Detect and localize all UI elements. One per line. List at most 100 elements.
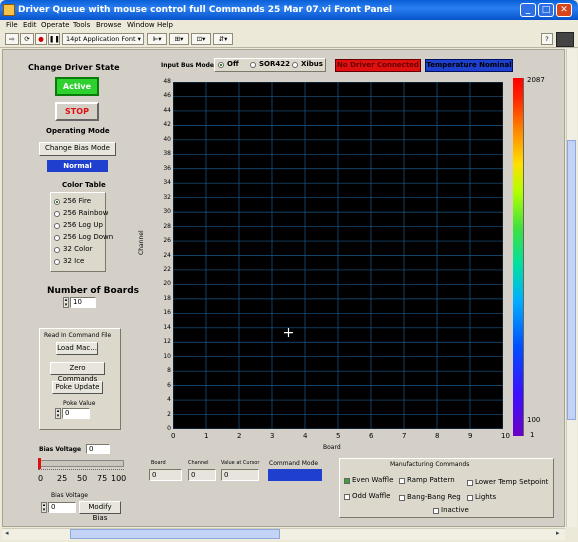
x-tick-label: 5 [336, 432, 341, 440]
menu-edit[interactable]: Edit [23, 21, 37, 29]
mfg-bang-bang-reg[interactable]: Bang-Bang Reg [399, 493, 461, 503]
command-mode-indicator: Normal [268, 469, 322, 481]
graph-cursor[interactable]: + [283, 325, 295, 341]
radio-icon [54, 259, 60, 265]
poke-update-button[interactable]: Poke Update [52, 381, 103, 394]
zero-commands-button[interactable]: Zero Commands [50, 362, 105, 383]
menu-file[interactable]: File [6, 21, 18, 29]
radio-icon [54, 223, 60, 229]
bias-voltage-slider-fill[interactable] [38, 458, 41, 469]
number-of-boards-stepper[interactable]: ▴ ▾ [63, 297, 69, 308]
slider-tick-25: 25 [57, 474, 68, 483]
bias-voltage-field[interactable]: 0 [86, 444, 110, 454]
distribute-objects-icon[interactable]: ⊞▾ [169, 33, 189, 45]
y-tick-label: 6 [167, 381, 171, 389]
menu-operate[interactable]: Operate [41, 21, 70, 29]
read-in-command-file-label: Read In Command File [44, 332, 112, 339]
y-tick-label: 12 [163, 338, 171, 346]
checkbox-icon [399, 478, 405, 484]
run-continuously-icon[interactable]: ⟳ [20, 33, 34, 45]
scroll-right-arrow-icon[interactable]: ▸ [556, 529, 560, 537]
close-button[interactable]: ✕ [556, 3, 572, 17]
menu-tools[interactable]: Tools [73, 21, 91, 29]
reorder-icon[interactable]: ⇵▾ [213, 33, 233, 45]
toolbar: ⇨ ⟳ ● ❚❚ 14pt Application Font ▾ ⊫▾ ⊞▾ ⊡… [0, 31, 578, 48]
title-bar[interactable]: Driver Queue with mouse control full Com… [0, 0, 578, 20]
active-button[interactable]: Active [55, 77, 99, 96]
poke-value-stepper[interactable]: ▴ ▾ [55, 408, 61, 419]
slider-ticks-line [38, 469, 124, 473]
bias-voltage2-stepper[interactable]: ▴ ▾ [41, 502, 47, 513]
maximize-button[interactable]: □ [538, 3, 554, 17]
channel-indicator: 0 [188, 469, 216, 481]
font-select[interactable]: 14pt Application Font ▾ [62, 33, 144, 45]
bus-option-sor422[interactable]: SOR422 [250, 60, 290, 70]
color-table-option-256-rainbow[interactable]: 256 Rainbow [54, 209, 108, 219]
align-objects-icon[interactable]: ⊫▾ [147, 33, 167, 45]
command-mode-label: Command Mode [269, 460, 319, 467]
y-tick-label: 14 [163, 323, 171, 331]
bias-voltage2-field[interactable]: 0 [48, 502, 76, 513]
bus-option-xibus[interactable]: Xibus [292, 60, 324, 70]
y-tick-label: 44 [163, 106, 171, 114]
input-bus-mode-label: Input Bus Mode [161, 62, 214, 69]
manufacturing-commands-label: Manufacturing Commands [390, 461, 470, 468]
bus-option-off[interactable]: Off [218, 60, 248, 70]
y-tick-label: 46 [163, 92, 171, 100]
slider-tick-100: 100 [111, 474, 127, 483]
change-bias-mode-button[interactable]: Change Bias Mode [39, 142, 116, 156]
mfg-inactive[interactable]: Inactive [433, 506, 473, 516]
mfg-lights[interactable]: Lights [467, 493, 507, 503]
color-table-option-32-color[interactable]: 32 Color [54, 245, 104, 255]
y-tick-label: 2 [167, 410, 171, 418]
color-table-option-256-log-up[interactable]: 256 Log Up [54, 221, 104, 231]
number-of-boards-field[interactable]: 10 [70, 297, 96, 308]
abort-icon[interactable]: ● [35, 33, 47, 45]
operating-mode-label: Operating Mode [46, 127, 110, 135]
manufacturing-commands-group [339, 458, 554, 518]
x-tick-label: 8 [435, 432, 440, 440]
color-scale-min[interactable]: 1 [530, 431, 535, 439]
x-tick-label: 6 [369, 432, 374, 440]
mfg-odd-waffle[interactable]: Odd Waffle [344, 492, 399, 502]
y-tick-label: 10 [163, 352, 171, 360]
bias-voltage-slider[interactable] [38, 460, 124, 467]
color-scale-axis [523, 78, 527, 436]
scroll-left-arrow-icon[interactable]: ◂ [5, 529, 9, 537]
y-tick-label: 26 [163, 237, 171, 245]
change-driver-state-label: Change Driver State [28, 63, 120, 72]
horizontal-scroll-thumb[interactable] [70, 529, 280, 539]
minimize-button[interactable]: _ [520, 3, 536, 17]
color-scale-max[interactable]: 2087 [527, 76, 545, 84]
modify-bias-button[interactable]: Modify Bias [79, 501, 121, 522]
menu-window[interactable]: Window [127, 21, 155, 29]
pause-icon[interactable]: ❚❚ [48, 33, 60, 45]
no-driver-indicator: No Driver Connected [335, 59, 421, 72]
y-tick-label: 18 [163, 294, 171, 302]
color-table-option-256-log-down[interactable]: 256 Log Down [54, 233, 113, 243]
stop-button[interactable]: STOP [55, 102, 99, 121]
poke-value-field[interactable]: 0 [62, 408, 90, 419]
run-arrow-icon[interactable]: ⇨ [5, 33, 19, 45]
color-table-option-32-ice[interactable]: 32 Ice [54, 257, 104, 267]
slider-tick-75: 75 [97, 474, 108, 483]
menu-help[interactable]: Help [157, 21, 173, 29]
color-table-option-256-fire[interactable]: 256 Fire [54, 197, 104, 207]
intensity-plot-area[interactable]: + [173, 82, 503, 429]
mfg-ramp-pattern[interactable]: Ramp Pattern [399, 476, 459, 486]
help-icon[interactable]: ? [541, 33, 553, 45]
resize-objects-icon[interactable]: ⊡▾ [191, 33, 211, 45]
vi-icon [556, 32, 574, 47]
normal-indicator: Normal [47, 160, 108, 172]
x-tick-label: 0 [171, 432, 176, 440]
board-indicator: 0 [149, 469, 182, 481]
color-scale-100: 100 [527, 416, 541, 424]
poke-value-label: Poke Value [63, 400, 96, 407]
load-mac-button[interactable]: Load Mac... [56, 342, 98, 355]
vertical-scroll-thumb[interactable] [567, 140, 576, 420]
mfg-lower-temp-setpoint[interactable]: Lower Temp Setpoint [467, 478, 552, 488]
number-of-boards-label: Number of Boards [47, 286, 140, 296]
mfg-even-waffle[interactable]: Even Waffle [344, 476, 404, 486]
menu-browse[interactable]: Browse [96, 21, 122, 29]
checkbox-icon [467, 480, 473, 486]
